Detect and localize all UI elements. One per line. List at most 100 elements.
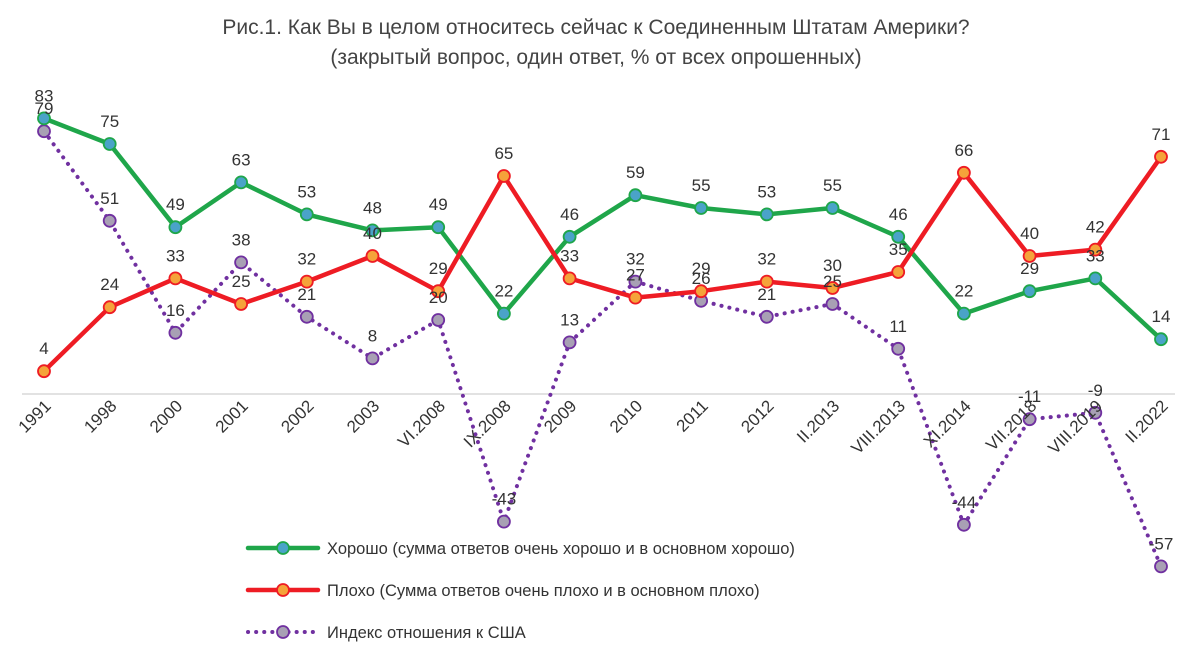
series-3-data-label: 32 (626, 250, 645, 269)
series-1-data-label: 46 (560, 205, 579, 224)
chart-title: Рис.1. Как Вы в целом относитесь сейчас … (222, 16, 969, 39)
series-1-data-label: 14 (1152, 307, 1171, 326)
category-tick-label: 2010 (606, 396, 646, 436)
series-3-data-label: -43 (492, 490, 517, 509)
series-2-data-label: 30 (823, 256, 842, 275)
category-tick-label: 2003 (343, 396, 383, 436)
series-3-point (1154, 559, 1168, 574)
series-3-point (37, 124, 51, 139)
series-1-point (234, 175, 249, 190)
series-3-point (365, 351, 380, 366)
legend: Хорошо (сумма ответов очень хорошо и в о… (245, 540, 795, 642)
series-2-point (825, 281, 840, 295)
series-1-data-label: 49 (429, 195, 448, 214)
series-1-data-label: 55 (692, 176, 711, 195)
series-2-point (562, 271, 577, 286)
series-1-data-label: 48 (363, 198, 382, 217)
series-1-point (37, 111, 51, 126)
series-2-data-label: 32 (297, 250, 316, 269)
series-3-point (168, 325, 183, 340)
series-2-point (891, 265, 906, 279)
series-2-point (628, 290, 643, 305)
series-3-point (562, 335, 577, 350)
series-1-data-label: 22 (954, 282, 973, 301)
series-2-point (102, 300, 117, 315)
series-3-data-label: 51 (100, 189, 119, 208)
series-3-point (431, 313, 446, 327)
series-2-point (759, 274, 774, 289)
series-1-data-label: 53 (757, 182, 776, 201)
series-3-data-label: -44 (952, 493, 977, 512)
series-1-point (1088, 271, 1103, 286)
series-3-data-label: 20 (429, 288, 448, 307)
series-1-point (102, 137, 117, 151)
series-3-data-label: -11 (1018, 387, 1041, 406)
series-2-point (37, 364, 51, 379)
legend-swatch-marker (276, 583, 290, 597)
series-1-data-label: 83 (35, 86, 54, 105)
series-2-data-label: 25 (232, 272, 251, 291)
legend-swatch-marker (276, 625, 290, 639)
series-2-data-label: 27 (626, 266, 645, 285)
series-2-data-label: 40 (1020, 224, 1039, 243)
series-line-3 (42, 129, 1163, 569)
series-2-point (365, 249, 380, 263)
category-tick-label: 2001 (212, 396, 252, 436)
series-3-point (234, 255, 249, 270)
category-tick-label: 2012 (737, 396, 777, 436)
series-2-data-label: 32 (757, 250, 776, 269)
series-1-point (168, 220, 183, 235)
series-1-data-label: 46 (889, 205, 908, 224)
series-2-point (234, 297, 249, 311)
category-tick-label: IX.2008 (460, 396, 515, 451)
legend-label-1: Хорошо (сумма ответов очень хорошо и в о… (327, 540, 795, 558)
legend-label-3: Индекс отношения к США (327, 624, 526, 642)
series-3-data-label: -9 (1088, 381, 1103, 400)
series-2-data-label: 71 (1152, 125, 1171, 144)
category-tick-label: 2011 (673, 396, 712, 435)
series-1-point (694, 201, 708, 215)
series-2-data-label: 33 (560, 246, 579, 265)
category-tick-label: 1998 (80, 396, 120, 436)
series-2-point (694, 284, 708, 299)
series-1-data-label: 53 (297, 182, 316, 201)
series-3-data-label: 26 (692, 269, 711, 288)
series-2-data-label: 66 (954, 141, 973, 160)
series-3-data-label: 38 (232, 230, 251, 249)
series-1-point (628, 188, 643, 203)
category-tick-label: VIII.2013 (847, 396, 909, 458)
chart-subtitle: (закрытый вопрос, один ответ, % от всех … (330, 46, 861, 69)
series-3-data-label: 21 (297, 285, 316, 304)
series-2-data-label: 40 (363, 224, 382, 243)
category-tick-label: 2002 (277, 396, 317, 436)
category-tick-label: 2000 (146, 396, 186, 436)
series-2-data-label: 35 (889, 240, 908, 259)
series-1-point (562, 229, 577, 244)
series-2-point (1154, 149, 1168, 164)
series-3-data-label: 21 (757, 285, 776, 304)
series-3-data-label: 79 (35, 99, 54, 118)
series-1-point (891, 229, 906, 244)
series-1-data-label: 22 (494, 282, 513, 301)
legend-label-2: Плохо (Сумма ответов очень плохо и в осн… (327, 582, 760, 600)
series-1-point (1022, 284, 1037, 299)
series-1-point (825, 201, 840, 215)
series-line-2 (41, 154, 1164, 374)
series-3-data-label: -57 (1149, 534, 1174, 553)
series-3-point (102, 213, 117, 228)
series-1-point (759, 207, 774, 222)
series-2-point (431, 284, 446, 299)
series-3-point (496, 514, 511, 529)
series-2-data-label: 29 (692, 259, 711, 278)
series-1-data-label: 29 (1020, 259, 1039, 278)
series-2-data-label: 4 (39, 339, 48, 358)
series-1-point (496, 306, 511, 321)
series-1-point (1154, 332, 1168, 347)
category-axis: 1991 1998 2000 2001 2002 2003 VI.2008 IX.2008 20… (15, 396, 1172, 458)
category-tick-label: 1991 (15, 396, 55, 436)
series-1-data-label: 75 (100, 112, 119, 131)
series-1-data-label: 63 (232, 150, 251, 169)
category-tick-label: II.2022 (1122, 396, 1172, 446)
series-1-data-label: 33 (1086, 246, 1105, 265)
series-3-point (825, 297, 840, 311)
